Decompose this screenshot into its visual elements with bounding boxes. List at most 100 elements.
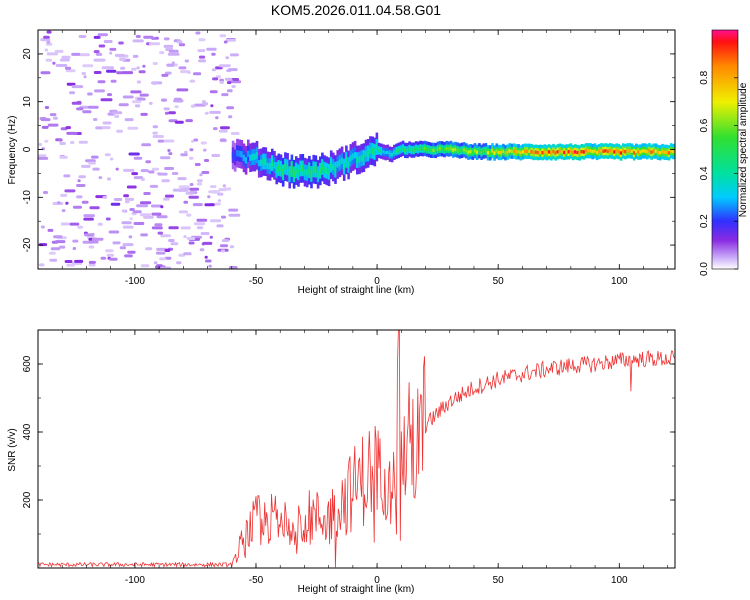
trace-cell-core: [417, 147, 420, 151]
colorbar-tick-label: 0.4: [699, 166, 710, 180]
y-tick-label: 10: [22, 96, 33, 108]
trace-cell-core: [624, 150, 627, 154]
noise-cell: [109, 47, 117, 51]
noise-cell: [77, 225, 83, 229]
noise-cell: [161, 98, 167, 102]
noise-cell: [40, 118, 51, 122]
trace-cell-core: [637, 150, 640, 154]
trace-cell-core: [327, 168, 331, 175]
noise-cell: [113, 198, 123, 201]
noise-cell: [71, 101, 82, 105]
spectrogram-y-label: Frequency (Hz): [7, 116, 18, 185]
noise-cell: [109, 51, 113, 55]
noise-cell: [131, 67, 137, 71]
noise-cell: [133, 156, 143, 160]
noise-cell: [218, 129, 228, 133]
noise-cell: [94, 89, 105, 93]
noise-cell: [225, 38, 236, 42]
noise-cell: [163, 37, 170, 41]
trace-cell-core: [641, 149, 645, 153]
noise-cell: [38, 143, 43, 146]
trace-cell-core: [445, 146, 448, 151]
noise-cell: [189, 156, 194, 160]
trace-cell-core: [643, 149, 647, 153]
noise-cell: [52, 116, 58, 120]
noise-cell: [46, 52, 59, 56]
noise-cell: [228, 208, 239, 212]
trace-cell-core: [369, 147, 372, 154]
noise-cell: [136, 66, 140, 70]
colorbar-ticks: 0.0 0.2 0.4 0.6 0.8: [699, 70, 738, 276]
trace-cell-core: [438, 146, 442, 151]
trace-cell-core: [358, 156, 361, 163]
colorbar-tick-label: 0.0: [699, 262, 710, 276]
trace-cell-core: [325, 167, 329, 174]
trace-cell-core: [580, 150, 584, 154]
noise-cell: [63, 174, 71, 178]
noise-cell: [152, 62, 158, 65]
noise-cell: [203, 159, 210, 162]
noise-cell: [160, 234, 171, 238]
trace-cell-core: [347, 161, 350, 169]
noise-cell: [178, 43, 186, 47]
trace-cell-core: [519, 151, 523, 155]
trace-cell-core: [626, 149, 629, 153]
trace-cell-core: [377, 148, 381, 153]
noise-cell: [206, 47, 217, 51]
noise-cell: [189, 148, 194, 152]
noise-cell: [217, 199, 222, 203]
noise-cell: [153, 261, 158, 265]
trace-cell-core: [465, 149, 468, 153]
trace-cell-core: [528, 149, 531, 153]
noise-cell: [82, 64, 94, 68]
trace-cell-core: [277, 164, 281, 172]
noise-cell: [189, 190, 196, 194]
trace-cell-core: [288, 170, 291, 178]
noise-cell: [72, 239, 79, 243]
trace-cell-core: [406, 148, 409, 153]
trace-cell-core: [386, 150, 390, 154]
noise-cell: [220, 138, 227, 142]
trace-cell-core: [508, 149, 512, 153]
noise-cell: [95, 126, 104, 130]
trace-cell-core: [672, 149, 675, 154]
noise-cell: [59, 58, 70, 62]
noise-cell: [105, 249, 114, 253]
noise-cell: [109, 257, 118, 261]
noise-cell: [209, 235, 213, 239]
trace-cell-core: [495, 149, 499, 153]
noise-cell: [47, 228, 54, 232]
noise-cell: [65, 201, 69, 205]
noise-cell: [87, 92, 93, 96]
colorbar-tick-label: 0.6: [699, 118, 710, 132]
noise-cell: [54, 49, 64, 53]
noise-cell: [209, 110, 221, 114]
noise-cell: [103, 40, 113, 43]
noise-cell: [189, 183, 194, 186]
trace-cell-core: [364, 150, 368, 158]
trace-cell-core: [454, 147, 457, 152]
y-tick-label: 600: [22, 355, 33, 372]
noise-cell: [143, 192, 151, 195]
noise-cell: [85, 159, 96, 163]
noise-cell: [196, 218, 208, 222]
trace-cell-core: [244, 157, 248, 164]
trace-cell-core: [556, 150, 560, 154]
noise-cell: [55, 64, 68, 67]
trace-cell-core: [567, 150, 571, 154]
trace-cell-core: [242, 154, 246, 161]
trace-cell-core: [262, 158, 265, 165]
trace-cell-core: [231, 151, 235, 159]
spectrogram-x-label: Height of straight line (km): [298, 285, 415, 296]
noise-cell: [122, 225, 134, 229]
noise-cell: [69, 222, 80, 226]
noise-cell: [83, 217, 94, 221]
noise-cell: [176, 261, 182, 265]
trace-cell-core: [345, 156, 348, 163]
trace-cell-core: [669, 149, 673, 153]
noise-cell: [183, 235, 187, 239]
trace-cell-core: [329, 161, 333, 168]
noise-cell: [198, 59, 207, 63]
noise-cell: [156, 215, 168, 219]
